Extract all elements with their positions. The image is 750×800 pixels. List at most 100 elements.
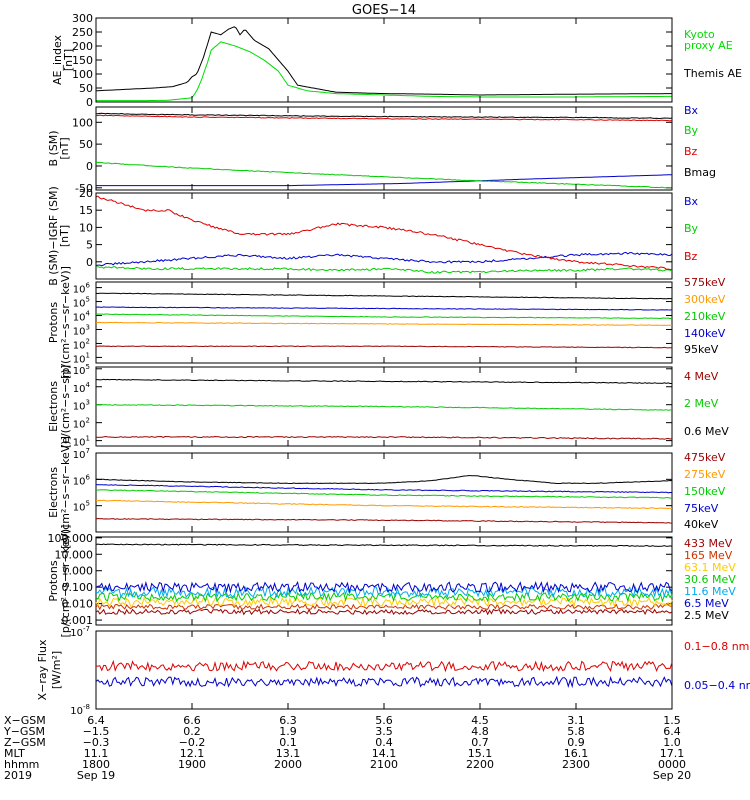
y-axis-label: Protons (47, 560, 60, 601)
x-axis-value: 2300 (562, 758, 590, 771)
y-tick-exponent: 3 (86, 323, 90, 331)
x-axis-table: X−GSMY−GSMZ−GSMMLThhmm20196.4−1.5−0.311.… (3, 714, 691, 782)
legend-label: 0.1−0.8 nm (684, 640, 749, 653)
x-axis-row-label: Y−GSM (3, 725, 45, 738)
y-tick-exponent: -7 (83, 625, 90, 633)
y-tick-exponent: 1 (86, 435, 90, 443)
series-line (96, 378, 672, 384)
series-line (95, 675, 673, 689)
y-tick-label: 100 (72, 116, 93, 129)
y-tick-label: 1.000 (62, 565, 94, 578)
x-axis-value: −1.5 (83, 725, 110, 738)
y-tick-label: 5 (86, 239, 93, 252)
plot-title: GOES−14 (352, 3, 416, 18)
y-tick-exponent: 7 (86, 447, 90, 455)
x-axis-value: −0.2 (179, 736, 206, 749)
legend-label: By (684, 222, 699, 235)
legend-label: 575keV (684, 276, 726, 289)
y-axis-label: [W/m²] (50, 651, 63, 689)
x-axis-value: 6.6 (183, 714, 201, 727)
y-tick-exponent: 1 (86, 351, 90, 359)
series-line (95, 251, 673, 267)
y-tick-label: 105 (73, 363, 90, 377)
y-tick-exponent: 6 (86, 473, 91, 481)
x-axis-value: 0.2 (183, 725, 201, 738)
x-axis-value: 6.4 (87, 714, 105, 727)
series-line (95, 517, 673, 524)
x-axis-value: 0.4 (375, 736, 393, 749)
legend-label: 210keV (684, 310, 726, 323)
x-axis-value: 3.1 (567, 714, 585, 727)
y-tick-label: 100.000 (48, 532, 94, 545)
legend-label: 63.1 MeV (684, 561, 736, 574)
y-tick-label: 250 (72, 26, 93, 39)
legend-label: 0.6 MeV (684, 425, 729, 438)
legend-label: 75keV (684, 502, 719, 515)
panel-6: 105 106 107 Electrons [e/(cm²−s−sr−keV)] 475k… (47, 436, 726, 549)
y-tick-exponent: 4 (86, 381, 91, 389)
x-axis-value: 1900 (178, 758, 206, 771)
x-axis-value: 13.1 (276, 747, 301, 760)
x-axis-value: 3.5 (375, 725, 393, 738)
y-tick-label: 10-7 (70, 625, 90, 639)
x-axis-value: 2100 (370, 758, 398, 771)
y-axis-label: AE_index (51, 34, 64, 85)
x-axis-value: 4.8 (471, 725, 489, 738)
series-line (95, 580, 673, 594)
y-tick-label: 300 (72, 12, 93, 25)
series-line (95, 585, 673, 599)
x-axis-value: 17.1 (660, 747, 685, 760)
y-tick-exponent: 3 (86, 399, 90, 407)
legend-label: 11.6 MeV (684, 585, 736, 598)
series-line (96, 345, 673, 349)
y-tick-label: 200 (72, 40, 93, 53)
legend-label: Kyoto (684, 28, 715, 41)
y-tick-exponent: 6 (86, 282, 91, 290)
legend-label: Bx (684, 104, 699, 117)
x-axis-value: 15.1 (468, 747, 493, 760)
y-axis-label: B (SM) (47, 130, 60, 166)
y-axis-label: [nT] (58, 137, 71, 159)
y-tick-label: 15 (79, 204, 93, 217)
x-axis-value: Sep 20 (653, 769, 691, 782)
series-line (95, 543, 673, 547)
x-axis-value: 1.5 (663, 714, 681, 727)
y-axis-label: [nT] (62, 49, 75, 71)
legend-label: 2.5 MeV (684, 609, 729, 622)
y-tick-label: 104 (73, 381, 91, 395)
series-line (95, 321, 673, 326)
y-tick-exponent: 4 (86, 310, 91, 318)
y-axis-label: Protons (47, 302, 60, 343)
y-tick-label: 50 (79, 82, 93, 95)
y-tick-label: 103 (73, 323, 90, 337)
y-tick-exponent: 5 (86, 363, 90, 371)
y-axis-label: X−ray Flux (36, 639, 49, 700)
series-line (96, 41, 672, 102)
x-axis-value: 5.6 (375, 714, 393, 727)
y-axis-label: [nT] (58, 225, 71, 247)
x-axis-row-label: 2019 (4, 769, 32, 782)
legend-label: 95keV (684, 343, 719, 356)
series-line (95, 195, 673, 271)
legend-label: 2 MeV (684, 397, 719, 410)
y-axis-label: [p/(cm²−s−sr−keV)] (59, 266, 72, 379)
series-line (95, 591, 673, 603)
panel-2: -50 0 50 100 B (SM)[nT] Bx By Bz Bmag (47, 104, 716, 195)
y-tick-exponent: -8 (83, 703, 90, 711)
legend-label: 433 MeV (684, 537, 733, 550)
legend-label: 4 MeV (684, 370, 719, 383)
x-axis-value: 4.5 (471, 714, 489, 727)
panel-8: 10-810-7X−ray Flux [W/m²]0.1−0.8 nm0.05−0… (36, 625, 750, 717)
x-axis-value: Sep 19 (77, 769, 115, 782)
y-axis-label: Electrons (47, 467, 60, 518)
series-line (95, 484, 672, 494)
y-axis-label: B (SM)−IGRF (SM) (47, 186, 60, 286)
x-axis-value: 1.9 (279, 725, 297, 738)
series-line (96, 659, 673, 673)
x-axis-value: 11.1 (84, 747, 109, 760)
series-line (95, 475, 673, 485)
y-tick-label: 0.010 (62, 598, 94, 611)
